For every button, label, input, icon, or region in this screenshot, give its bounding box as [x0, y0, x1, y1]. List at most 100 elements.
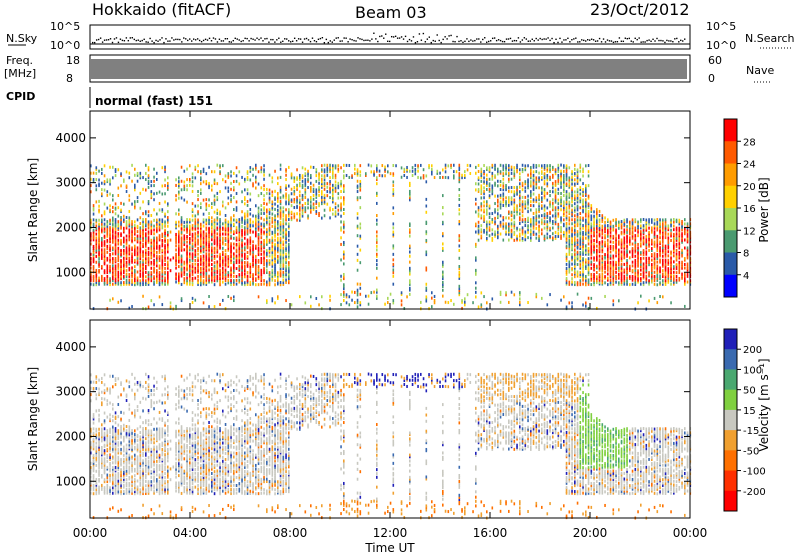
power-echo	[161, 256, 164, 260]
power-echo	[576, 283, 579, 287]
power-echo	[477, 189, 480, 193]
power-echo	[271, 236, 274, 240]
power-echo	[274, 228, 276, 232]
power-echo	[356, 252, 359, 256]
power-echo	[216, 191, 219, 195]
power-echo	[208, 276, 210, 280]
power-echo	[458, 238, 461, 242]
nsky-point	[179, 38, 181, 41]
power-echo	[202, 180, 205, 184]
power-echo	[587, 271, 590, 275]
power-echo	[409, 282, 411, 286]
power-echo	[508, 232, 510, 236]
power-echo	[257, 220, 260, 224]
power-echo	[263, 271, 265, 275]
power-echo	[128, 262, 131, 266]
power-echo	[582, 198, 584, 202]
power-echo	[483, 172, 485, 176]
power-echo	[216, 270, 219, 274]
power-echo	[486, 187, 488, 191]
power-echo	[106, 278, 109, 282]
power-echo	[125, 278, 128, 282]
power-echo	[576, 244, 579, 248]
power-echo	[574, 167, 576, 171]
power-echo	[604, 242, 606, 246]
power-echo	[576, 256, 579, 260]
power-echo	[560, 228, 562, 232]
power-echo	[527, 216, 529, 220]
power-echo	[244, 264, 246, 268]
power-echo	[598, 218, 601, 222]
power-echo	[233, 246, 235, 250]
power-echo	[103, 256, 106, 260]
power-echo	[134, 260, 136, 264]
power-echo	[585, 232, 587, 236]
power-echo	[565, 190, 568, 194]
power-echo	[213, 230, 216, 234]
power-echo	[128, 250, 131, 254]
power-echo	[213, 170, 216, 174]
power-echo	[128, 209, 131, 213]
power-echo	[194, 266, 197, 270]
nsky-point	[428, 36, 430, 38]
power-echo	[568, 265, 571, 269]
power-echo	[249, 236, 252, 240]
power-echo	[139, 257, 142, 261]
power-echo	[384, 165, 386, 169]
power-echo	[244, 256, 246, 260]
power-echo	[277, 224, 279, 228]
power-echo	[117, 222, 120, 226]
power-echo	[98, 252, 100, 256]
power-echo	[183, 236, 186, 240]
power-echo	[516, 238, 518, 242]
power-echo	[186, 224, 188, 228]
power-echo	[461, 176, 463, 180]
power-echo	[263, 240, 265, 244]
power-echo	[538, 234, 540, 238]
power-echo	[356, 198, 359, 202]
power-echo	[120, 172, 122, 176]
power-echo	[381, 164, 384, 168]
power-echo	[290, 204, 293, 208]
nsky-point	[579, 41, 581, 43]
power-echo	[147, 236, 150, 240]
power-echo	[92, 179, 95, 183]
power-echo	[310, 200, 312, 204]
power-echo	[483, 295, 485, 299]
nsky-point	[268, 41, 270, 43]
power-echo	[475, 182, 477, 186]
nsky-point	[505, 38, 508, 40]
power-echo	[552, 222, 554, 226]
power-echo	[497, 194, 499, 198]
power-echo	[131, 254, 133, 258]
power-echo	[167, 266, 169, 270]
power-echo	[208, 230, 210, 234]
nsky-point	[143, 38, 145, 41]
power-echo	[260, 166, 263, 170]
power-echo	[90, 252, 92, 256]
power-echo	[277, 182, 279, 186]
nsky-point	[594, 40, 597, 42]
power-echo	[156, 236, 158, 240]
power-echo	[224, 226, 227, 230]
nsky-point	[127, 39, 130, 42]
freq-label: Freq.	[6, 54, 33, 67]
power-echo	[211, 267, 213, 271]
power-echo	[238, 242, 241, 246]
power-echo	[257, 295, 260, 299]
power-echo	[299, 190, 301, 194]
power-echo	[142, 242, 144, 246]
power-echo	[233, 230, 235, 234]
power-echo	[307, 214, 309, 218]
nsky-point	[517, 37, 520, 39]
power-echo	[392, 244, 395, 248]
power-echo	[92, 283, 95, 287]
nsky-point	[646, 39, 648, 42]
power-echo	[112, 236, 114, 240]
power-echo	[219, 238, 221, 242]
nsky-point	[341, 40, 343, 42]
power-echo	[257, 258, 260, 262]
power-echo	[307, 174, 309, 178]
power-echo	[585, 251, 587, 255]
power-echo	[194, 258, 197, 262]
